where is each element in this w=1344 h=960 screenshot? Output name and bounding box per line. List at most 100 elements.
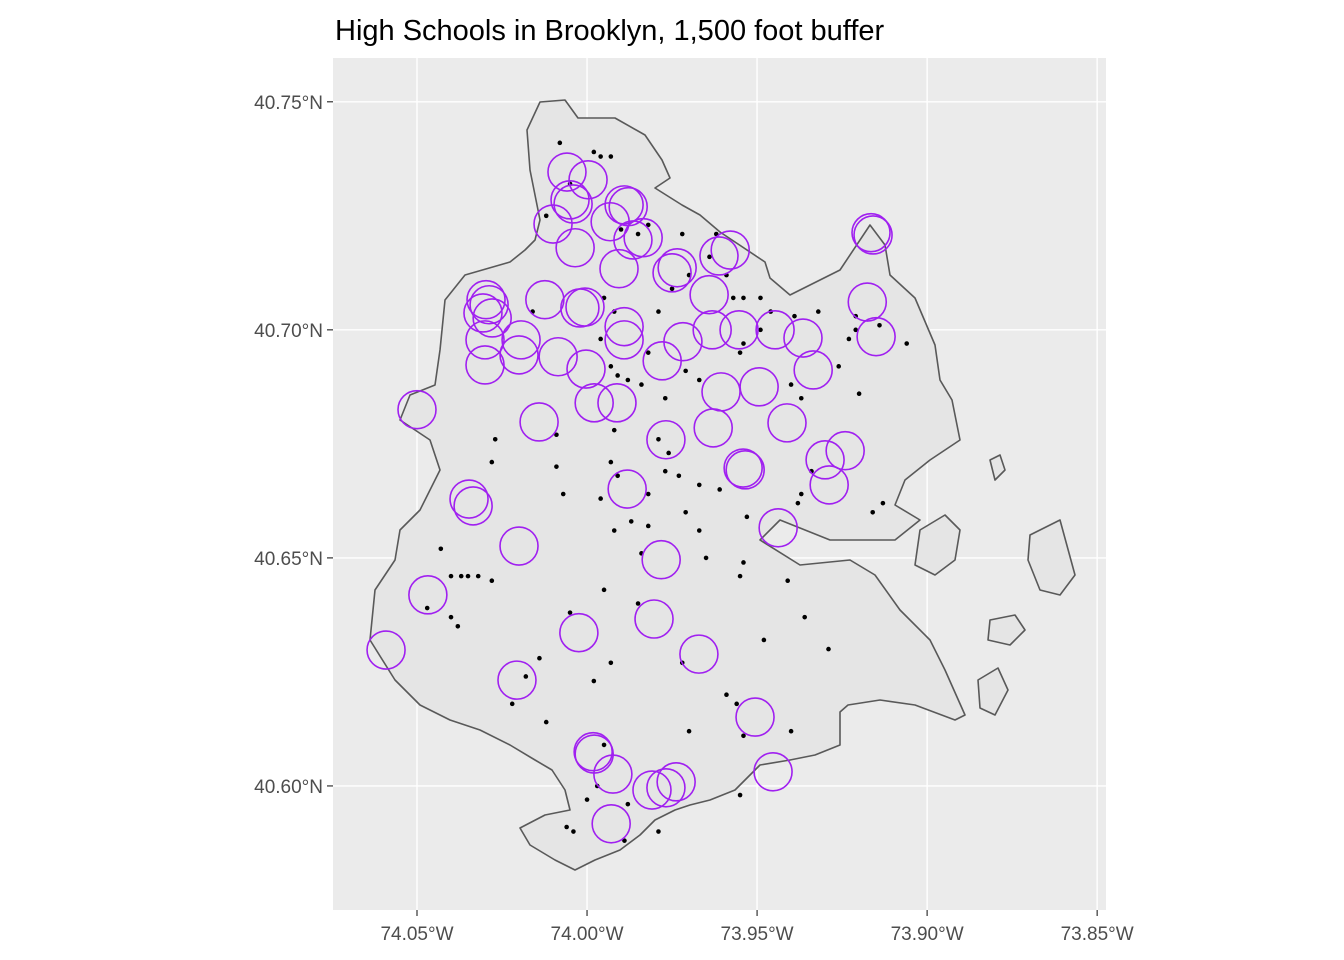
school-point [788, 382, 794, 387]
marks [366, 140, 910, 844]
school-buffer [699, 236, 739, 276]
school-point [645, 523, 651, 529]
school-point [543, 719, 549, 725]
school-buffer [739, 367, 779, 407]
school-buffer [604, 320, 644, 360]
school-point [571, 829, 576, 834]
school-buffer [725, 450, 765, 490]
school-point [615, 473, 620, 479]
school-buffer [593, 754, 633, 794]
school-buffer [753, 752, 793, 792]
school-point [826, 646, 831, 652]
school-buffer [623, 217, 663, 258]
school-point [798, 491, 804, 497]
school-buffer [519, 402, 559, 442]
school-point [564, 824, 569, 830]
island [1027, 519, 1076, 596]
school-point [611, 528, 617, 533]
school-buffer [408, 575, 448, 615]
school-point [856, 391, 862, 396]
school-point [489, 459, 495, 465]
chart-title: High Schools in Brooklyn, 1,500 foot buf… [335, 15, 885, 47]
school-point [686, 728, 692, 734]
school-buffer [735, 697, 775, 737]
x-tick-label: 73.90°W [891, 924, 964, 945]
school-point [802, 614, 807, 620]
school-point [815, 309, 821, 314]
school-point [567, 610, 573, 615]
school-buffer [853, 215, 893, 255]
school-point [554, 464, 559, 469]
school-buffer [767, 403, 807, 443]
school-point [683, 509, 688, 515]
school-point [598, 496, 603, 501]
school-buffer [550, 180, 590, 220]
school-buffer [847, 282, 888, 322]
y-tick-label: 40.60°N [254, 777, 323, 798]
school-point [448, 614, 454, 620]
x-tick-label: 73.95°W [721, 924, 794, 945]
school-point [475, 573, 481, 579]
school-buffer [525, 279, 565, 320]
school-point [509, 701, 515, 707]
school-buffer [565, 287, 605, 327]
school-point [717, 487, 722, 492]
school-point [707, 254, 712, 260]
school-point [618, 227, 624, 232]
school-buffer [449, 479, 489, 519]
school-point [598, 154, 603, 159]
school-buffer [501, 320, 541, 360]
school-point [465, 573, 471, 579]
school-point [792, 313, 797, 319]
school-point [798, 395, 804, 401]
school-point [611, 427, 617, 433]
school-buffer [497, 660, 537, 700]
school-buffer [758, 507, 798, 548]
school-buffer [689, 274, 729, 315]
school-buffer [553, 184, 593, 224]
school-point [601, 742, 607, 748]
school-buffer [568, 159, 608, 200]
school-point [625, 801, 631, 807]
school-point [645, 350, 651, 355]
school-buffer [599, 248, 639, 289]
school-point [489, 578, 495, 583]
school-point [523, 674, 529, 679]
school-buffer [591, 803, 631, 844]
school-point [785, 578, 790, 583]
school-buffer [607, 469, 647, 509]
school-point [836, 364, 841, 369]
school-buffer [366, 630, 406, 670]
y-tick-label: 40.65°N [254, 549, 323, 570]
school-buffer [397, 389, 437, 430]
school-point [741, 295, 746, 301]
school-point [458, 573, 464, 579]
school-buffer [723, 448, 763, 488]
school-point [635, 601, 641, 606]
school-buffer [499, 335, 539, 375]
school-buffer [632, 770, 672, 810]
x-tick-label: 73.85°W [1061, 924, 1134, 945]
school-point [724, 692, 729, 698]
school-buffer [472, 298, 512, 338]
school-point [554, 432, 559, 438]
school-buffer [663, 321, 703, 362]
school-buffer [463, 293, 503, 333]
school-buffer [693, 408, 734, 448]
school-point [492, 437, 498, 442]
school-point [656, 829, 661, 834]
school-buffer [634, 599, 674, 639]
borough-outline [369, 99, 966, 871]
y-tick-label: 40.70°N [254, 321, 323, 342]
x-tick-label: 74.05°W [380, 924, 453, 945]
land [369, 99, 1076, 871]
school-buffer [851, 212, 891, 253]
school-point [645, 491, 651, 497]
island [977, 667, 1009, 716]
school-point [662, 468, 668, 474]
school-buffer [533, 204, 573, 244]
school-point [625, 377, 631, 383]
island [987, 614, 1026, 646]
school-point [601, 587, 607, 593]
